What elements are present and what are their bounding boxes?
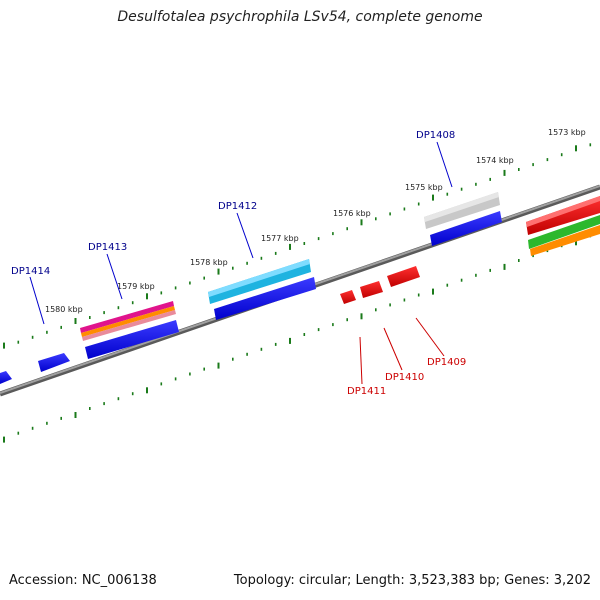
label-DP1410: DP1410 xyxy=(385,372,424,383)
kbp-label-1574: 1574 kbp xyxy=(476,156,514,165)
scale-labels: 1573 kbp 1574 kbp 1575 kbp 1576 kbp 1577… xyxy=(45,128,586,314)
gene-feature-blue[interactable] xyxy=(0,371,12,384)
gene-DP1414[interactable] xyxy=(38,353,70,372)
gene-DP1408[interactable] xyxy=(424,192,500,229)
gene-feature-blue[interactable] xyxy=(214,277,316,320)
label-DP1413: DP1413 xyxy=(88,242,127,253)
gene-DP1410 xyxy=(360,281,383,298)
gene-DP1412[interactable] xyxy=(208,259,311,304)
edge-features[interactable] xyxy=(526,196,600,256)
reverse-features[interactable] xyxy=(340,266,420,304)
gene-DP1413[interactable] xyxy=(80,301,176,341)
gene-DP1409 xyxy=(387,266,420,287)
kbp-label-1575: 1575 kbp xyxy=(405,183,443,192)
label-DP1412: DP1412 xyxy=(218,201,257,212)
map-title: Desulfotalea psychrophila LSv54, complet… xyxy=(117,9,483,25)
genome-summary-text: Topology: circular; Length: 3,523,383 bp… xyxy=(233,573,591,588)
label-DP1414: DP1414 xyxy=(11,266,50,277)
gene-DP1411 xyxy=(340,290,356,304)
reverse-gene-labels: DP1409 DP1410 DP1411 xyxy=(347,317,466,397)
kbp-label-1580: 1580 kbp xyxy=(45,305,83,314)
gene-feature-blue[interactable] xyxy=(430,211,502,246)
gene-feature-blue[interactable] xyxy=(85,320,179,359)
kbp-label-1578: 1578 kbp xyxy=(190,258,228,267)
label-DP1411: DP1411 xyxy=(347,386,386,397)
kbp-label-1573: 1573 kbp xyxy=(548,128,586,137)
scale-ticks xyxy=(3,143,592,443)
accession-text: Accession: NC_006138 xyxy=(9,573,157,588)
kbp-label-1579: 1579 kbp xyxy=(117,282,155,291)
kbp-label-1577: 1577 kbp xyxy=(261,234,299,243)
forward-features[interactable] xyxy=(0,192,502,384)
kbp-label-1576: 1576 kbp xyxy=(333,209,371,218)
label-DP1409: DP1409 xyxy=(427,357,466,368)
forward-gene-labels: DP1408 DP1412 DP1413 DP1414 xyxy=(11,130,455,325)
label-DP1408: DP1408 xyxy=(416,130,455,141)
